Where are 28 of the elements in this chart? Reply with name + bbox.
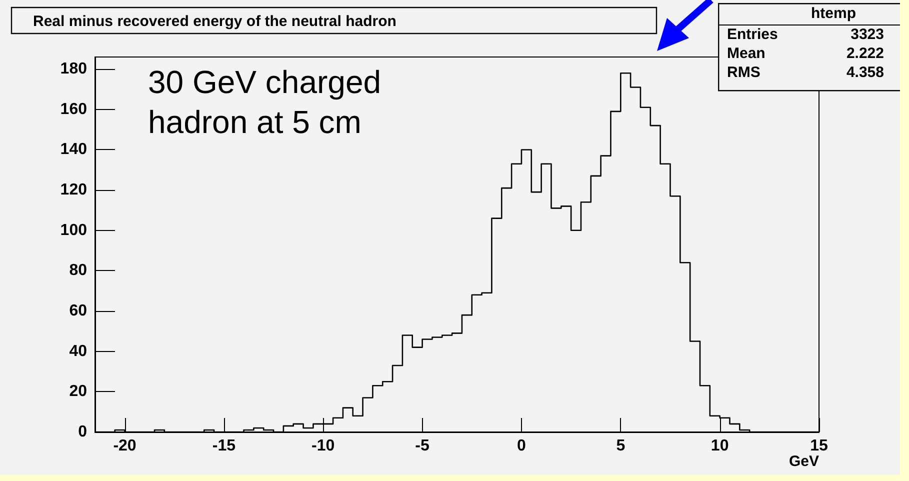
y-tick-label: 120 xyxy=(60,182,88,199)
y-tick-label: 100 xyxy=(60,222,88,239)
text: 3323 xyxy=(850,26,884,43)
x-tick-label: 15 xyxy=(810,438,828,454)
y-tick-label: 80 xyxy=(69,262,88,280)
y-tick-label: 0 xyxy=(78,424,88,440)
text: htemp xyxy=(811,5,856,22)
x-tick-label: -10 xyxy=(312,438,335,454)
text: 4.358 xyxy=(846,64,884,81)
x-tick-label: 5 xyxy=(616,438,626,454)
annotation: RMS xyxy=(727,64,760,81)
chart-title: Real minus recovered energy of the neutral hadron xyxy=(33,13,396,30)
y-tick-label: 60 xyxy=(69,302,88,320)
y-tick-label: 160 xyxy=(60,100,88,118)
text: Entries xyxy=(727,26,778,43)
y-tick-label: 20 xyxy=(69,383,88,400)
x-tick-label: -20 xyxy=(113,438,136,454)
y-tick-label: 140 xyxy=(60,141,88,158)
x-tick-label: 0 xyxy=(517,438,526,454)
annotation: Mean xyxy=(727,45,766,62)
annotation: 30 GeV charged hadron at 5 cm xyxy=(148,64,382,140)
y-tick-label: 180 xyxy=(60,60,88,78)
x-axis-title: GeV xyxy=(788,453,819,470)
text: 2.222 xyxy=(846,45,884,62)
x-tick-label: -5 xyxy=(415,438,430,454)
x-tick-label: -15 xyxy=(212,438,236,454)
x-tick-label: 10 xyxy=(710,438,729,454)
y-tick-label: 40 xyxy=(69,342,88,360)
